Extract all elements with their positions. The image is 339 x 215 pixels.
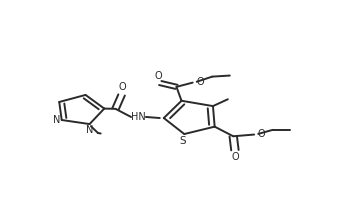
Text: O: O	[231, 152, 239, 162]
Text: N: N	[53, 115, 60, 124]
Text: S: S	[179, 135, 186, 146]
Text: O: O	[118, 82, 126, 92]
Text: O: O	[196, 77, 204, 87]
Text: N: N	[86, 125, 93, 135]
Text: O: O	[155, 71, 162, 81]
Text: HN: HN	[131, 112, 146, 122]
Text: O: O	[258, 129, 265, 139]
